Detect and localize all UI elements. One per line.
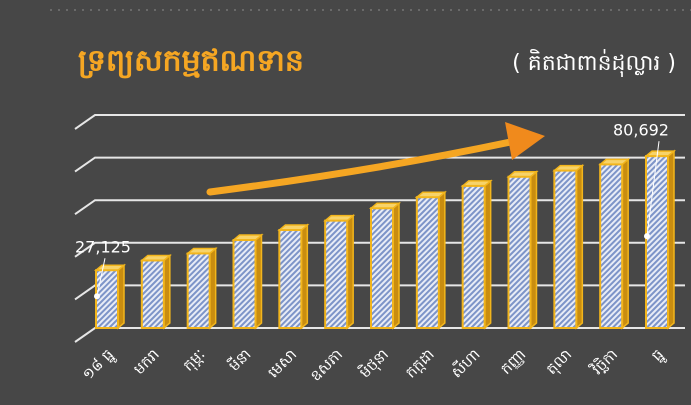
bar (461, 184, 486, 329)
bar-group (506, 170, 539, 330)
bar-group (231, 233, 264, 330)
bar (278, 229, 303, 330)
bar-group (643, 149, 677, 330)
bar (324, 219, 349, 329)
bar-group (598, 157, 631, 330)
leader-dot (94, 293, 100, 300)
bar (186, 252, 211, 329)
bar-group (185, 246, 218, 330)
bar (507, 175, 532, 329)
trend-arrow-head (505, 122, 545, 160)
bar (599, 163, 624, 329)
bar (645, 155, 669, 329)
bar (140, 259, 165, 330)
leader-dot (644, 233, 650, 240)
bar-group (368, 201, 402, 330)
bar-group (277, 223, 310, 330)
leader-line (96, 258, 106, 297)
bar-group (139, 253, 172, 330)
bar-group (414, 190, 447, 330)
data-label: 27,125 (75, 238, 131, 257)
trend-arrow (206, 136, 524, 196)
bar (415, 196, 440, 329)
bar (370, 207, 394, 330)
grid-line (74, 114, 685, 130)
bar (553, 169, 578, 329)
bar-group (552, 163, 585, 330)
bar (95, 269, 119, 330)
chart-title: ទ្រព្យសកម្មឥណទាន (78, 44, 304, 79)
bar (232, 239, 257, 330)
data-label: 80,692 (613, 121, 669, 140)
leader-line (646, 141, 660, 237)
bar-group (460, 179, 493, 330)
bar-group (323, 214, 356, 330)
grid-line (74, 156, 685, 173)
bar-group (93, 263, 127, 330)
chart-subtitle: ( គិតជាពាន់ដុល្លារ ) (512, 49, 676, 77)
